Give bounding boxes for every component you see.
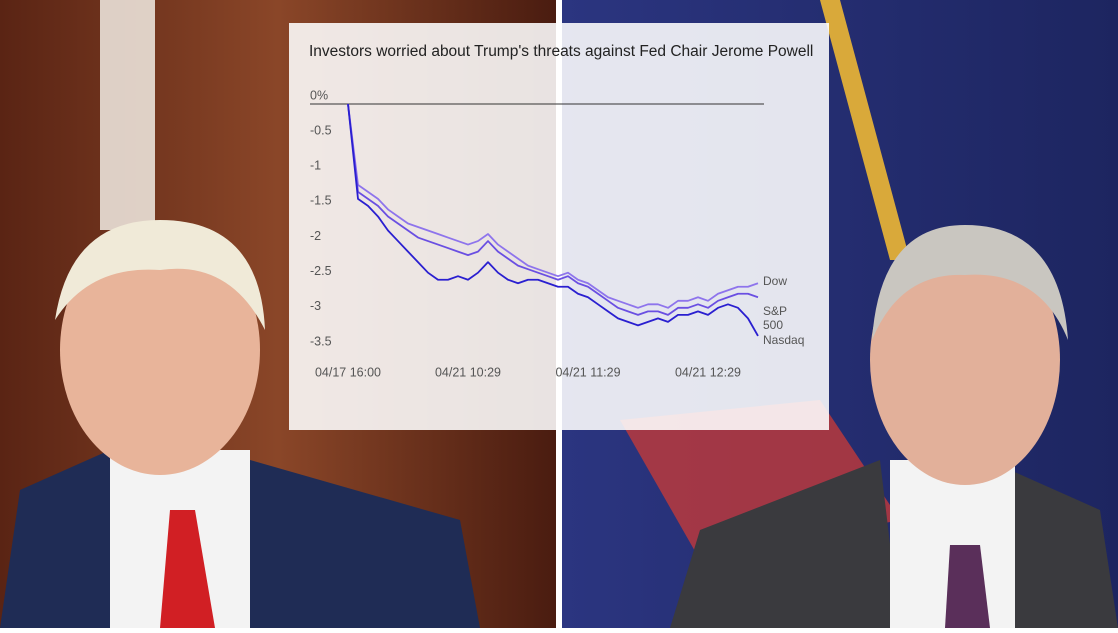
tie-right (945, 545, 990, 628)
chart: 0% -0.5 -1 -1.5 -2 -2.5 -3 -3.5 04/17 16:00 04/21… (310, 88, 764, 379)
x-tick-label: 04/21 10:29 (435, 365, 501, 379)
series-line (347, 103, 759, 309)
window-light (100, 0, 155, 230)
y-tick-label: 0% (310, 88, 328, 102)
y-tick-label: -3 (310, 299, 321, 313)
series-line (347, 103, 759, 337)
face-left (60, 225, 260, 475)
chart-title: Investors worried about Trump's threats … (309, 43, 814, 60)
y-tick-label: -1 (310, 159, 321, 173)
face-right (870, 235, 1060, 485)
hair-left (55, 220, 265, 330)
tie-left (160, 510, 215, 628)
y-tick-label: -3.5 (310, 334, 332, 348)
x-tick-label: 04/21 11:29 (555, 365, 620, 379)
y-tick-label: -0.5 (310, 123, 332, 137)
y-tick-label: -2.5 (310, 264, 332, 278)
chart-panel (289, 23, 829, 430)
flag-pole (820, 0, 910, 260)
series-line (347, 103, 759, 316)
legend-label: Dow (763, 274, 788, 288)
y-tick-label: -2 (310, 229, 321, 243)
hair-right (872, 225, 1068, 340)
y-tick-label: -1.5 (310, 194, 332, 208)
legend-label: S&P 500 (763, 304, 787, 332)
x-tick-label: 04/17 16:00 (315, 365, 381, 379)
legend-label: Nasdaq (763, 333, 805, 347)
x-tick-label: 04/21 12:29 (675, 365, 741, 379)
